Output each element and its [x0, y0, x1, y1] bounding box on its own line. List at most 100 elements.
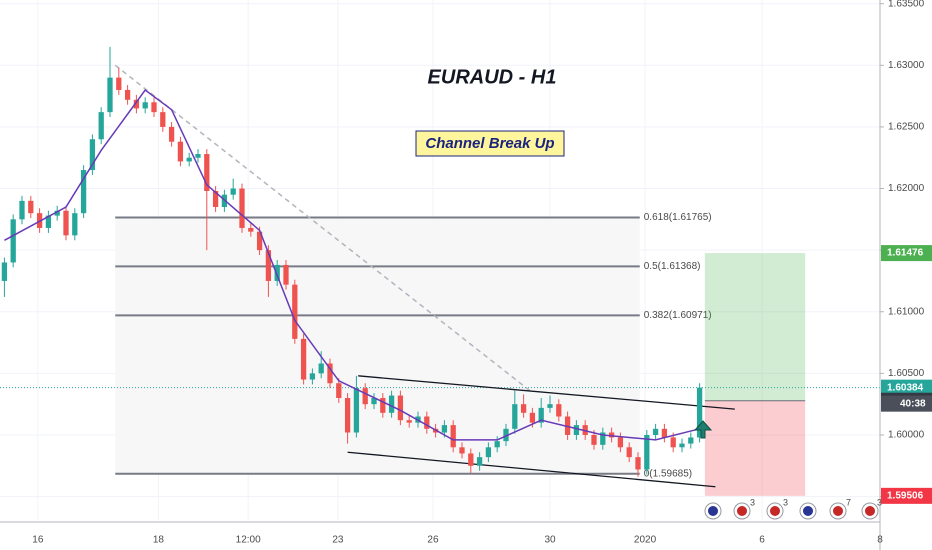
loss-zone — [704, 400, 806, 496]
countdown: 40:38 — [900, 398, 926, 409]
y-tick-label: 1.63000 — [888, 60, 925, 71]
candle-body — [177, 141, 184, 162]
candle-body — [98, 112, 104, 140]
candle-body — [204, 154, 210, 191]
x-tick-label: 16 — [32, 535, 44, 546]
fib-shade — [115, 217, 640, 474]
candle-body — [635, 457, 641, 470]
event-icon-flag — [708, 506, 718, 516]
event-count: 7 — [846, 497, 851, 507]
candle-body — [679, 443, 685, 448]
candle-body — [133, 99, 140, 109]
candle-body — [274, 264, 280, 281]
event-icons: 3 3 7 3 — [704, 497, 882, 520]
candle-body — [538, 407, 544, 423]
candle-body — [292, 284, 298, 339]
event-count: 3 — [783, 497, 788, 507]
candle-body — [212, 190, 219, 208]
candle-body — [63, 210, 69, 236]
event-icon-flag — [737, 506, 747, 516]
y-tick-label: 1.62000 — [888, 183, 925, 194]
x-tick-label: 30 — [544, 535, 556, 546]
candle-body — [168, 126, 175, 142]
price-badge-label: 1.61476 — [887, 248, 924, 259]
candle-body — [424, 416, 430, 429]
candle-body — [344, 398, 351, 433]
fib-label: 0.382(1.60971) — [644, 310, 712, 321]
candle-body — [547, 404, 553, 408]
candle-body — [248, 227, 254, 232]
candle-body — [564, 416, 571, 435]
candle-body — [45, 215, 52, 228]
candle-body — [283, 264, 289, 285]
price-axis: 1.595001.600001.605001.610001.615001.620… — [32, 0, 932, 546]
candle-body — [644, 434, 650, 470]
candle-body — [10, 219, 16, 263]
y-tick-label: 1.62500 — [888, 122, 925, 133]
candle-body — [195, 154, 201, 158]
candle-body — [239, 188, 245, 228]
candle-body — [107, 77, 113, 113]
candle-body — [72, 213, 78, 236]
candle-body — [28, 200, 34, 214]
candle-body — [485, 447, 492, 458]
candle-body — [89, 139, 96, 171]
y-tick-label: 1.63500 — [888, 0, 925, 9]
candle-body — [494, 441, 500, 448]
candle-body — [19, 200, 25, 220]
candle-body — [54, 210, 60, 216]
price-badge — [881, 245, 932, 262]
candle-body — [230, 188, 236, 195]
candle-body — [406, 420, 412, 423]
event-icon-flag — [803, 506, 813, 516]
moving-average — [4, 88, 700, 441]
fib-label: 0.618(1.61765) — [644, 212, 712, 223]
annotation: Channel Break Up — [425, 135, 554, 152]
candle-body — [309, 373, 316, 380]
candle-body — [591, 434, 597, 445]
candle-body — [450, 425, 456, 448]
candle-body — [362, 388, 368, 405]
annotation-box — [415, 130, 565, 157]
candle-body — [160, 112, 166, 127]
x-tick-label: 2020 — [634, 535, 657, 546]
candle-body — [256, 231, 263, 251]
plot-area: 0.618(1.61765) 0.5(1.61368) 0.382(1.60971)… — [0, 46, 880, 496]
candle-body — [529, 412, 536, 423]
trend-line — [347, 451, 716, 488]
price-badge — [881, 487, 932, 504]
countdown-badge — [881, 395, 932, 412]
candle-body — [626, 447, 632, 458]
x-tick-label: 6 — [759, 535, 765, 546]
event-count: 3 — [877, 497, 882, 507]
candle-body — [1, 262, 8, 281]
candle-body — [608, 432, 615, 438]
candle-body — [397, 395, 404, 421]
price-badge-label: 1.59506 — [887, 490, 924, 501]
candle-body — [336, 383, 342, 399]
x-tick-label: 18 — [153, 535, 165, 546]
candle-body — [318, 363, 324, 374]
candle-body — [142, 102, 148, 109]
candle-body — [573, 425, 580, 435]
y-tick-label: 1.60000 — [888, 430, 925, 441]
candle-body — [380, 398, 386, 413]
candle-body — [80, 170, 87, 214]
arrow-icon — [693, 420, 713, 439]
candle-body — [652, 428, 659, 435]
fib-label: 0.5(1.61368) — [644, 261, 701, 272]
candle-body — [600, 432, 606, 445]
candle-body — [512, 404, 518, 429]
price-badge — [881, 379, 932, 396]
profit-zone — [704, 253, 806, 401]
candle-body — [661, 428, 668, 438]
candle-body — [441, 425, 448, 433]
candle-body — [353, 388, 360, 433]
trend-line — [114, 64, 531, 392]
candle-body — [670, 437, 676, 448]
fib-label: 0(1.59685) — [644, 468, 692, 479]
candle-body — [327, 363, 333, 384]
x-tick-label: 23 — [332, 535, 344, 546]
x-tick-label: 8 — [877, 535, 883, 546]
